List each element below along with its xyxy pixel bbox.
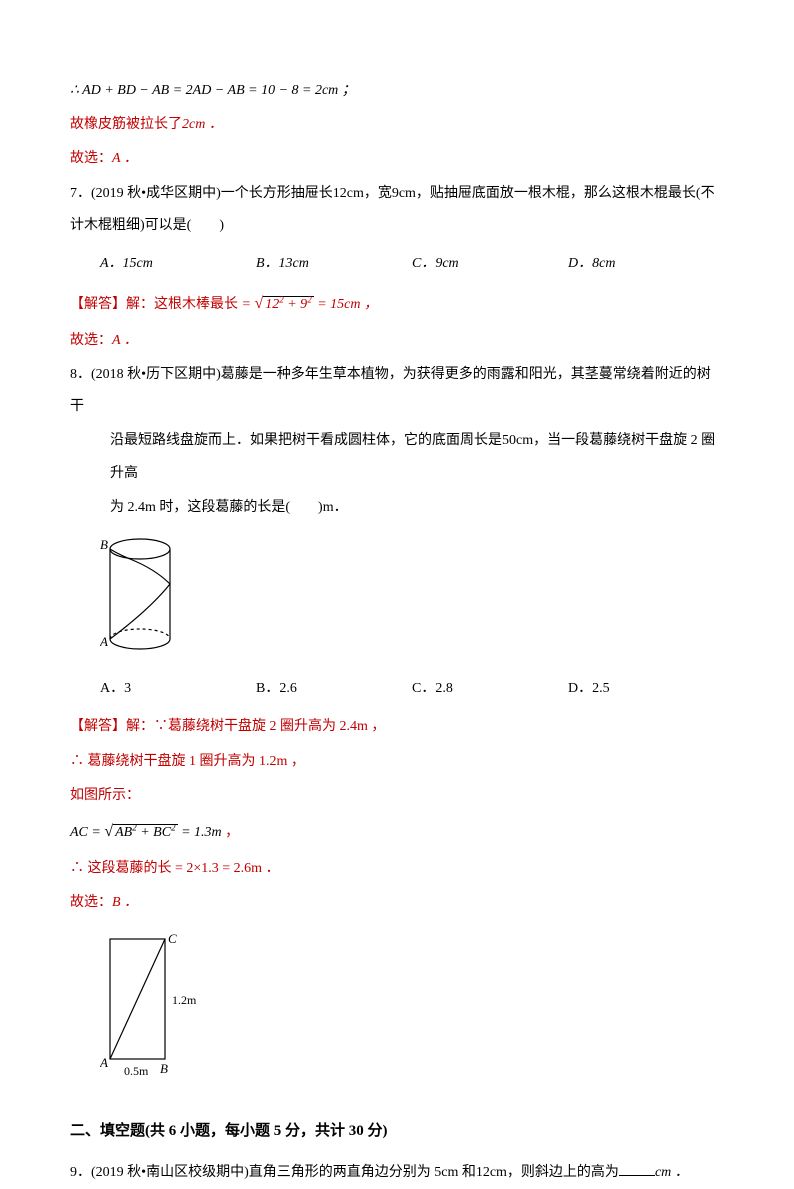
rect-svg: A B C 0.5m 1.2m [100, 929, 230, 1079]
q7-opt-a: A．15cm [100, 248, 256, 280]
q8-opt-c: C．2.8 [412, 673, 568, 705]
q8-opt-b: B．2.6 [256, 673, 412, 705]
cylinder-svg: B A [100, 534, 180, 654]
q7-opt-b: B．13cm [256, 248, 412, 280]
sol8-line3: 如图所示： [70, 780, 724, 812]
select-label-8: 故选： [70, 895, 112, 910]
solution-line: 故橡皮筋被拉长了2cm ． [70, 109, 724, 141]
q9-text: 9．(2019 秋•南山区校级期中)直角三角形的两直角边分别为 5cm 和12c… [70, 1165, 619, 1180]
q7-text: 7．(2019 秋•成华区期中)一个长方形抽屉长12cm，宽9cm，贴抽屉底面放… [70, 186, 715, 233]
q8-opt-a: A．3 [100, 673, 256, 705]
rectangle-figure: A B C 0.5m 1.2m [100, 929, 724, 1092]
sol8-ac: AC = √AB2 + BC2 = 1.3m [70, 825, 222, 840]
q7-opt-c: C．9cm [412, 248, 568, 280]
cyl-b-label: B [100, 537, 108, 552]
equation-line: ∴ AD + BD − AB = 2AD − AB = 10 − 8 = 2cm… [70, 75, 724, 107]
sol8-eq: AC = √AB2 + BC2 = 1.3m ， [70, 814, 724, 851]
q9-unit: cm ． [655, 1165, 689, 1180]
question-7: 7．(2019 秋•成华区期中)一个长方形抽屉长12cm，宽9cm，贴抽屉底面放… [70, 178, 724, 242]
question-9: 9．(2019 秋•南山区校级期中)直角三角形的两直角边分别为 5cm 和12c… [70, 1157, 724, 1189]
sol8-line5: ∴ 这段葛藤的长 = 2×1.3 = 2.6m ． [70, 853, 724, 885]
q7-options: A．15cm B．13cm C．9cm D．8cm [100, 248, 724, 280]
question-8-l3: 为 2.4m 时，这段葛藤的长是( )m． [70, 492, 724, 524]
solution-7: 【解答】解：这根木棒最长 = √122 + 92 = 15cm ， [70, 286, 724, 323]
answer-select-8: 故选：B ． [70, 887, 724, 919]
eq1-text: ∴ AD + BD − AB = 2AD − AB = 10 − 8 = 2cm… [70, 83, 356, 98]
cyl-a-label: A [100, 634, 108, 649]
sol8-line2: ∴ 葛藤绕树干盘旋 1 圈升高为 1.2m ， [70, 746, 724, 778]
select-label: 故选： [70, 151, 112, 166]
answer-a: A ． [112, 151, 138, 166]
q8-opt-d: D．2.5 [568, 673, 724, 705]
q8-options: A．3 B．2.6 C．2.8 D．2.5 [100, 673, 724, 705]
stretch-text: 故橡皮筋被拉长了 [70, 117, 182, 132]
rect-a: A [100, 1055, 108, 1070]
sol8-line1: 【解答】解：∵葛藤绕树干盘旋 2 圈升高为 2.4m ， [70, 711, 724, 743]
sol7-label: 【解答】解：这根木棒最长 [70, 297, 238, 312]
question-8-l1: 8．(2018 秋•历下区期中)葛藤是一种多年生草本植物，为获得更多的雨露和阳光… [70, 359, 724, 423]
sol8-l2-text: ∴ 葛藤绕树干盘旋 1 圈升高为 1.2m ， [70, 754, 305, 769]
answer-select-7: 故选：A ． [70, 325, 724, 357]
q7-opt-d: D．8cm [568, 248, 724, 280]
rect-w: 0.5m [124, 1064, 149, 1078]
rect-h: 1.2m [172, 993, 197, 1007]
answer-select: 故选：A ． [70, 143, 724, 175]
rect-c: C [168, 931, 177, 946]
section-2-title: 二、填空题(共 6 小题，每小题 5 分，共计 30 分) [70, 1114, 724, 1149]
fill-blank [619, 1162, 655, 1176]
sol8-l5: ∴ 这段葛藤的长 = 2×1.3 = 2.6m ． [70, 861, 280, 876]
question-8-l2: 沿最短路线盘旋而上．如果把树干看成圆柱体，它的底面周长是50cm，当一段葛藤绕树… [70, 425, 724, 489]
stretch-val: 2cm ． [182, 117, 223, 132]
sol7-eq: = √122 + 92 = 15cm ， [242, 297, 378, 312]
cylinder-figure: B A [100, 534, 724, 667]
rect-b: B [160, 1061, 168, 1076]
answer-7: A ． [112, 333, 138, 348]
select-label-7: 故选： [70, 333, 112, 348]
answer-8: B ． [112, 895, 138, 910]
